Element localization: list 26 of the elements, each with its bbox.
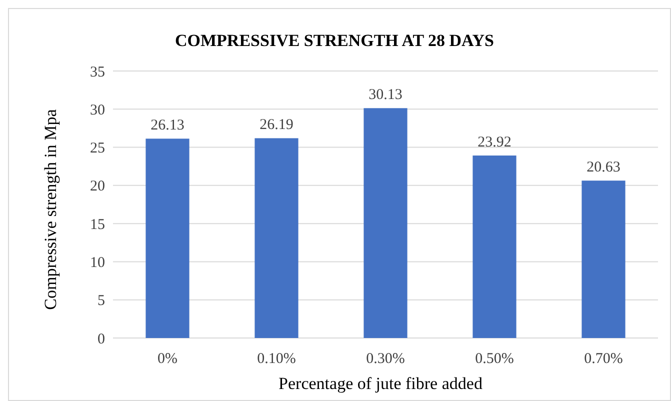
- y-tick-label: 0: [98, 331, 105, 348]
- x-tick-label: 0.10%: [257, 351, 296, 367]
- y-tick-label: 15: [90, 216, 105, 233]
- x-tick-label: 0.30%: [366, 351, 405, 367]
- chart-title: COMPRESSIVE STRENGTH AT 28 DAYS: [175, 31, 494, 50]
- y-tick-label: 5: [98, 293, 105, 310]
- bar: [364, 108, 408, 338]
- y-tick-label: 35: [90, 64, 105, 80]
- bar: [472, 156, 516, 338]
- y-tick-label: 20: [90, 178, 105, 195]
- bar: [582, 180, 626, 338]
- y-tick-label: 30: [90, 102, 105, 118]
- data-label: 20.63: [586, 160, 620, 176]
- data-label: 26.19: [260, 117, 294, 134]
- y-axis-title: Compressive strength in Mpa: [41, 108, 60, 310]
- bar: [254, 138, 298, 338]
- x-tick-label: 0.50%: [475, 351, 514, 367]
- y-tick-label: 25: [90, 140, 105, 157]
- data-label: 26.13: [150, 118, 184, 134]
- y-tick-label: 10: [90, 254, 105, 271]
- x-tick-label: 0.70%: [584, 351, 623, 367]
- data-label: 30.13: [368, 87, 402, 104]
- x-tick-label: 0%: [158, 351, 178, 367]
- data-label: 23.92: [478, 134, 512, 151]
- x-axis-title: Percentage of jute fibre added: [278, 374, 483, 393]
- bar: [146, 138, 190, 338]
